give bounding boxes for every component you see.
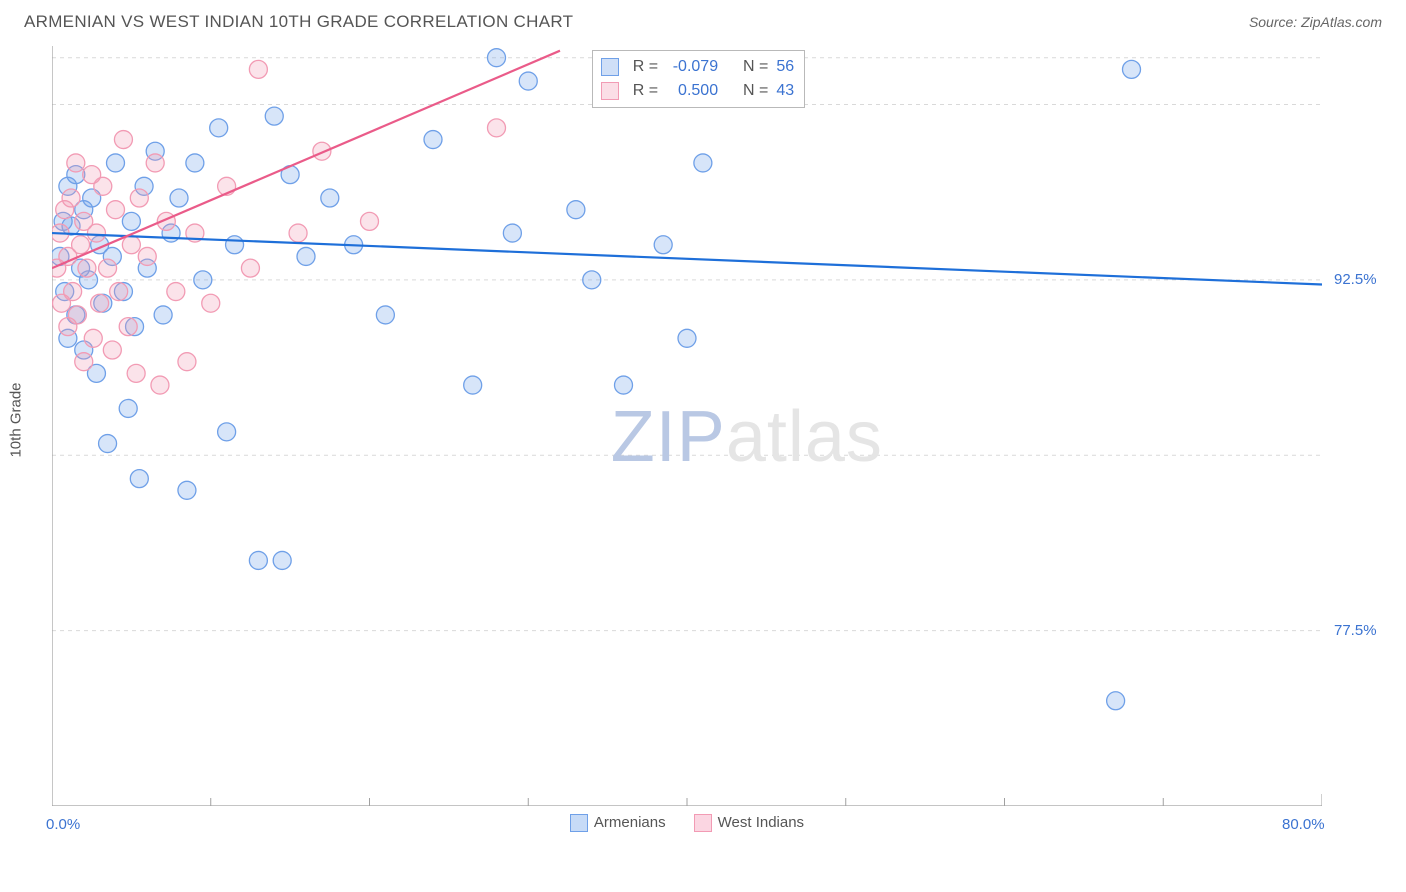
legend-label: Armenians <box>594 814 666 831</box>
n-label: N = <box>743 79 768 103</box>
y-axis-label: 10th Grade <box>8 382 25 457</box>
series-legend: Armenians West Indians <box>52 814 1322 832</box>
r-label: R = <box>633 79 658 103</box>
stats-row: R = -0.079 N = 56 <box>601 55 794 79</box>
source-attribution: Source: ZipAtlas.com <box>1249 14 1382 30</box>
r-label: R = <box>633 55 658 79</box>
legend-item: Armenians <box>570 814 666 832</box>
n-value: 43 <box>776 79 794 103</box>
legend-swatch <box>570 814 588 832</box>
legend-swatch <box>601 58 619 76</box>
n-value: 56 <box>776 55 794 79</box>
r-value: -0.079 <box>666 55 718 79</box>
stats-row: R = 0.500 N = 43 <box>601 79 794 103</box>
legend-swatch <box>694 814 712 832</box>
scatter-plot: ZIPatlas R = -0.079 N = 56R = 0.500 N = … <box>52 46 1322 806</box>
r-value: 0.500 <box>666 79 718 103</box>
n-label: N = <box>743 55 768 79</box>
correlation-stats-box: R = -0.079 N = 56R = 0.500 N = 43 <box>592 50 805 108</box>
legend-label: West Indians <box>718 814 804 831</box>
chart-title: ARMENIAN VS WEST INDIAN 10TH GRADE CORRE… <box>24 12 573 32</box>
y-tick-label: 92.5% <box>1334 271 1377 288</box>
legend-item: West Indians <box>694 814 804 832</box>
legend-swatch <box>601 82 619 100</box>
y-tick-label: 77.5% <box>1334 622 1377 639</box>
plot-svg <box>52 46 1322 806</box>
